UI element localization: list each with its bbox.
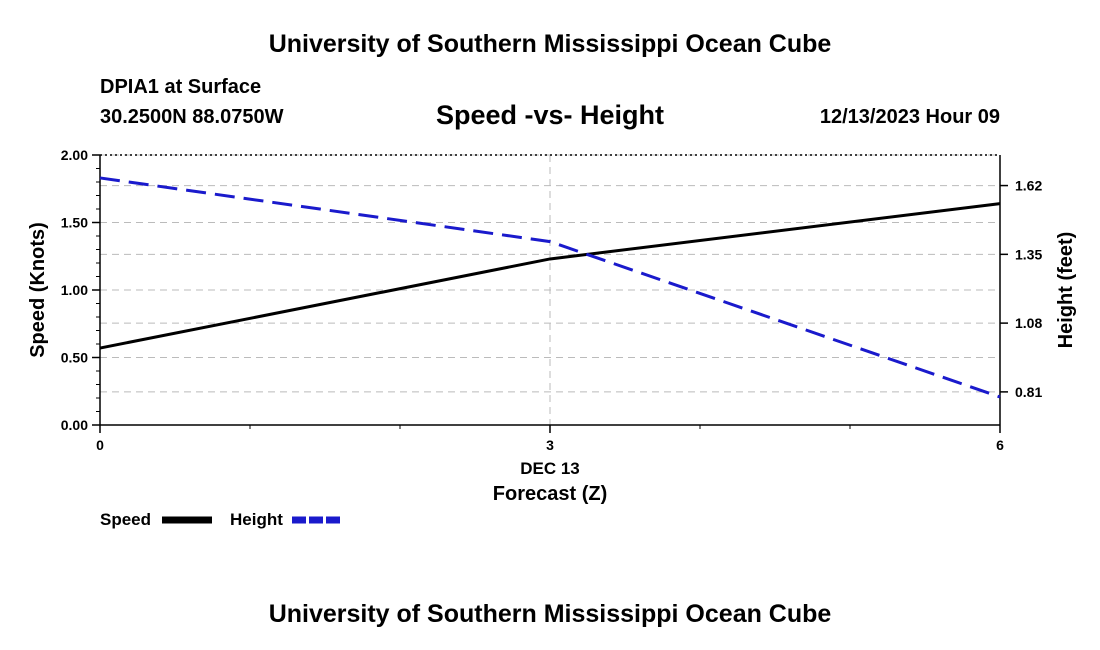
page-title: University of Southern Mississippi Ocean… xyxy=(268,30,832,58)
series-line-speed xyxy=(99,202,1001,350)
series-line-height xyxy=(99,176,1001,399)
x-axis-title: Forecast (Z) xyxy=(493,483,607,505)
legend-label-speed: Speed xyxy=(100,510,151,529)
y-left-axis-title: Speed (Knots) xyxy=(27,222,49,358)
y-right-axis-title: Height (feet) xyxy=(1055,232,1077,349)
station-coordinates: 30.2500N 88.0750W xyxy=(100,106,284,128)
forecast-timestamp: 12/13/2023 Hour 09 xyxy=(819,106,1000,128)
station-label: DPIA1 at Surface xyxy=(100,76,262,98)
footer-title: University of Southern Mississippi Ocean… xyxy=(268,600,832,628)
y-right-tick-label: 1.62 xyxy=(1015,178,1042,194)
y-left-tick-label: 1.00 xyxy=(61,282,88,298)
x-tick-label: 3 xyxy=(546,437,554,453)
y-left-tick-label: 0.50 xyxy=(61,350,88,366)
speed-height-chart: 0.00 0.50 1.00 1.50 2.00 0.81 1.08 1.35 1.62 0 3 6 D… xyxy=(27,147,1077,529)
x-tick-label: 0 xyxy=(96,437,104,453)
y-right-tick-label: 0.81 xyxy=(1015,384,1042,400)
legend-label-height: Height xyxy=(230,510,283,529)
y-left-tick-label: 2.00 xyxy=(61,147,88,163)
y-right-tick-label: 1.08 xyxy=(1015,315,1042,331)
x-tick-label: 6 xyxy=(996,437,1004,453)
y-left-tick-label: 1.50 xyxy=(61,215,88,231)
chart-title: Speed -vs- Height xyxy=(435,100,665,130)
y-left-tick-label: 0.00 xyxy=(61,417,88,433)
y-right-tick-label: 1.35 xyxy=(1015,246,1042,262)
x-date-label: DEC 13 xyxy=(520,459,580,478)
